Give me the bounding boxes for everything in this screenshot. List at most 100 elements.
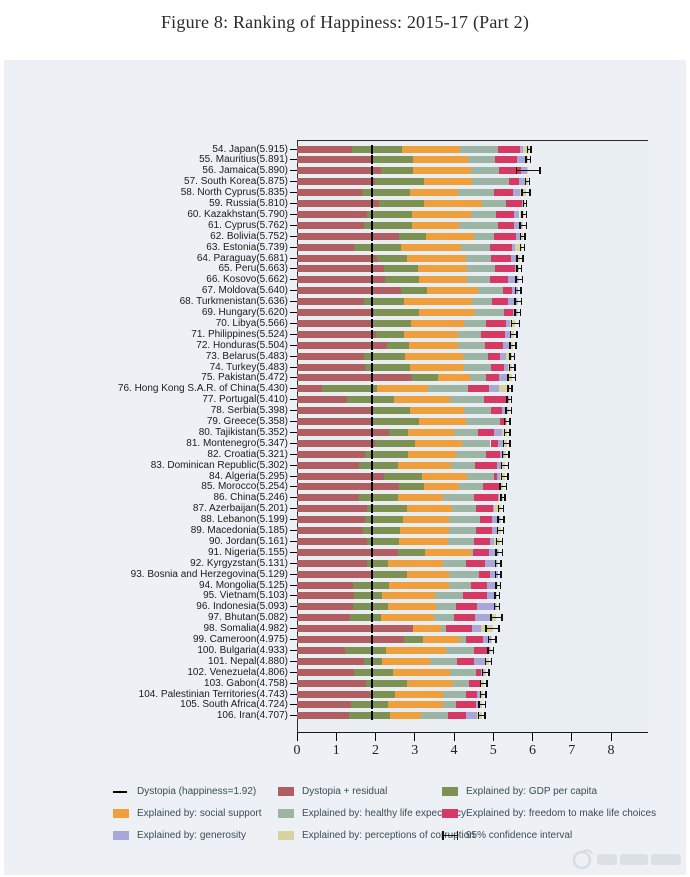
- dystopia-baseline-tick: [371, 581, 373, 590]
- country-label: 80. Tajikistan(5.352): [0, 427, 288, 438]
- bar-segment-health: [464, 320, 486, 327]
- bar-segment-social: [410, 407, 464, 414]
- dystopia-baseline-tick: [371, 319, 373, 328]
- bar-segment-dystopia_plus_residual: [297, 560, 367, 567]
- bar-segment-dystopia_plus_residual: [297, 374, 412, 381]
- bar-segment-social: [410, 189, 458, 196]
- ci-cap: [515, 276, 517, 283]
- ci-cap: [499, 483, 501, 490]
- country-label: 98. Somalia(4.982): [0, 623, 288, 634]
- dystopia-baseline-tick: [371, 657, 373, 666]
- x-tick-label: 2: [361, 743, 391, 759]
- bar-segment-social: [415, 440, 462, 447]
- bar-segment-generosity: [513, 189, 520, 196]
- dystopia-baseline-tick: [371, 679, 373, 688]
- bar-segment-health: [463, 353, 488, 360]
- bar-segment-freedom: [495, 156, 517, 163]
- bar-segment-dystopia_plus_residual: [297, 647, 345, 654]
- dystopia-baseline-tick: [371, 177, 373, 186]
- bar-segment-gdp: [379, 200, 424, 207]
- country-label: 73. Belarus(5.483): [0, 351, 288, 362]
- legend-swatch-gdp: [442, 787, 458, 796]
- dystopia-baseline-tick: [371, 417, 373, 426]
- dystopia-baseline-tick: [371, 363, 373, 372]
- bar-segment-health: [428, 385, 468, 392]
- bar-segment-gdp: [385, 276, 419, 283]
- x-tick-label: 0: [282, 743, 312, 759]
- country-label: 79. Greece(5.358): [0, 416, 288, 427]
- ci-cap: [530, 146, 532, 153]
- country-tick: [290, 519, 297, 520]
- bar-segment-gdp: [375, 440, 415, 447]
- dystopia-baseline-tick: [371, 210, 373, 219]
- bar-segment-dystopia_plus_residual: [297, 364, 365, 371]
- bar-segment-freedom: [488, 353, 500, 360]
- ci-whisker: [516, 170, 541, 171]
- ci-cap: [526, 222, 528, 229]
- country-label: 95. Vietnam(5.103): [0, 590, 288, 601]
- country-tick: [290, 443, 297, 444]
- ci-cap: [516, 255, 518, 262]
- bar-segment-gdp: [364, 298, 404, 305]
- dystopia-baseline-tick: [371, 482, 373, 491]
- bar-segment-social: [388, 603, 436, 610]
- bar-segment-health: [454, 429, 477, 436]
- ci-cap: [515, 342, 517, 349]
- country-label: 76. Hong Kong S.A.R. of China(5.430): [0, 383, 288, 394]
- bar-segment-social: [409, 342, 458, 349]
- dystopia-baseline-tick: [371, 341, 373, 350]
- ci-cap: [508, 462, 510, 469]
- ci-cap: [501, 462, 503, 469]
- bar-segment-dystopia_plus_residual: [297, 429, 389, 436]
- country-tick: [290, 476, 297, 477]
- legend-label: Explained by: GDP per capita: [466, 786, 597, 798]
- ci-cap: [485, 691, 487, 698]
- dystopia-baseline-tick: [371, 646, 373, 655]
- bar-segment-social: [424, 200, 482, 207]
- country-tick: [290, 399, 297, 400]
- legend-item: Explained by: GDP per capita: [442, 786, 666, 798]
- bar-segment-health: [435, 592, 463, 599]
- ci-cap: [503, 527, 505, 534]
- country-tick: [290, 704, 297, 705]
- country-label: 69. Hungary(5.620): [0, 307, 288, 318]
- legend-label: Explained by: generosity: [137, 830, 246, 842]
- bar-segment-social: [390, 712, 420, 719]
- country-label: 91. Nigeria(5.155): [0, 547, 288, 558]
- bar-segment-freedom: [494, 233, 516, 240]
- ci-cap: [501, 614, 503, 621]
- country-tick: [290, 486, 297, 487]
- bar-segment-social: [408, 429, 454, 436]
- country-label: 90. Jordan(5.161): [0, 536, 288, 547]
- country-tick: [290, 203, 297, 204]
- dystopia-baseline-tick: [371, 308, 373, 317]
- dystopia-baseline-tick: [371, 166, 373, 175]
- country-tick: [290, 541, 297, 542]
- dystopia-baseline-tick: [371, 515, 373, 524]
- bar-segment-dystopia_plus_residual: [297, 582, 353, 589]
- country-label: 85. Morocco(5.254): [0, 481, 288, 492]
- dystopia-baseline-tick: [371, 352, 373, 361]
- bar-segment-gdp: [352, 146, 403, 153]
- bar-segment-health: [467, 473, 494, 480]
- country-label: 71. Philippines(5.524): [0, 329, 288, 340]
- bar-segment-dystopia_plus_residual: [297, 331, 376, 338]
- bar-segment-health: [470, 374, 487, 381]
- bar-segment-dystopia_plus_residual: [297, 527, 363, 534]
- dystopia-baseline-tick: [371, 504, 373, 513]
- country-tick: [290, 585, 297, 586]
- bar-segment-social: [422, 473, 467, 480]
- dystopia-baseline-tick: [371, 624, 373, 633]
- country-tick: [290, 356, 297, 357]
- ci-cap: [520, 287, 522, 294]
- country-tick: [290, 574, 297, 575]
- ci-cap: [514, 309, 516, 316]
- confidence-interval-icon: [442, 831, 458, 840]
- bar-segment-dystopia_plus_residual: [297, 222, 364, 229]
- ci-cap: [503, 505, 505, 512]
- country-tick: [290, 617, 297, 618]
- ci-cap: [511, 385, 513, 392]
- bar-segment-health: [462, 440, 491, 447]
- country-tick: [290, 497, 297, 498]
- bar-segment-freedom: [491, 364, 504, 371]
